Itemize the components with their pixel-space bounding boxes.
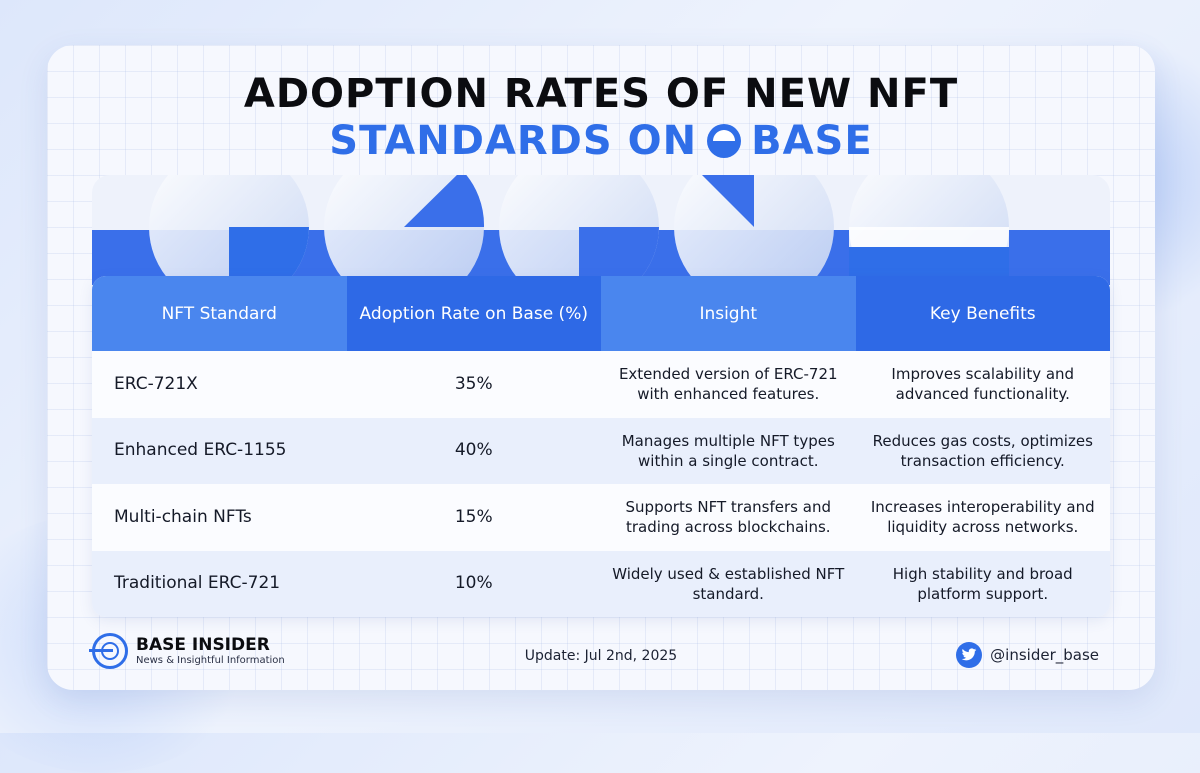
brand-logo: BASE INSIDER News & Insightful Informati… xyxy=(89,633,285,669)
nft-standards-table: NFT Standard Adoption Rate on Base (%) I… xyxy=(92,276,1110,617)
adoption-rate-cell: 10% xyxy=(346,550,601,617)
key-benefits-cell: Improves scalability and advanced functi… xyxy=(855,351,1110,418)
table-header-row: NFT Standard Adoption Rate on Base (%) I… xyxy=(92,276,1110,351)
title-text-base: BASE xyxy=(751,118,873,164)
table-row: ERC-721X 35% Extended version of ERC-721… xyxy=(92,351,1110,418)
nft-standard-cell: Traditional ERC-721 xyxy=(92,550,347,617)
insight-cell: Widely used & established NFT standard. xyxy=(601,550,856,617)
social-handle[interactable]: @insider_base xyxy=(956,642,1099,668)
table-row: Enhanced ERC-1155 40% Manages multiple N… xyxy=(92,417,1110,484)
brand-tagline: News & Insightful Information xyxy=(136,654,285,666)
base-logo-icon xyxy=(707,124,742,158)
key-benefits-cell: Increases interoperability and liquidity… xyxy=(855,484,1110,551)
page-title-line-1: ADOPTION RATES OF NEW NFT xyxy=(243,71,959,117)
title-text-standards-on: STANDARDS ON xyxy=(329,118,698,164)
decorative-banner xyxy=(92,175,1110,285)
insight-cell: Supports NFT transfers and trading acros… xyxy=(601,484,856,551)
twitter-handle-text: @insider_base xyxy=(990,646,1099,664)
nft-standard-cell: ERC-721X xyxy=(92,351,347,418)
nft-standard-cell: Multi-chain NFTs xyxy=(92,484,347,551)
nft-standard-cell: Enhanced ERC-1155 xyxy=(92,417,347,484)
key-benefits-cell: Reduces gas costs, optimizes transaction… xyxy=(855,417,1110,484)
adoption-rate-cell: 15% xyxy=(346,484,601,551)
adoption-rate-cell: 40% xyxy=(346,417,601,484)
key-benefits-cell: High stability and broad platform suppor… xyxy=(855,550,1110,617)
column-header-nft-standard: NFT Standard xyxy=(92,276,347,351)
twitter-icon xyxy=(956,642,983,668)
table-row: Traditional ERC-721 10% Widely used & es… xyxy=(92,550,1110,617)
infographic-card: ADOPTION RATES OF NEW NFT STANDARDS ON B… xyxy=(47,45,1155,690)
insight-cell: Extended version of ERC-721 with enhance… xyxy=(601,351,856,418)
brand-text: BASE INSIDER News & Insightful Informati… xyxy=(136,636,285,666)
column-header-key-benefits: Key Benefits xyxy=(855,276,1110,351)
decorative-pie-shapes xyxy=(149,175,1009,285)
adoption-rate-cell: 35% xyxy=(346,351,601,418)
column-header-adoption-rate: Adoption Rate on Base (%) xyxy=(346,276,601,351)
column-header-insight: Insight xyxy=(601,276,856,351)
update-date: Update: Jul 2nd, 2025 xyxy=(524,648,678,664)
base-insider-logo-icon xyxy=(89,633,128,669)
table-row: Multi-chain NFTs 15% Supports NFT transf… xyxy=(92,484,1110,551)
insight-cell: Manages multiple NFT types within a sing… xyxy=(601,417,856,484)
page-title-line-2: STANDARDS ON BASE xyxy=(47,118,1155,164)
brand-name: BASE INSIDER xyxy=(136,635,270,656)
